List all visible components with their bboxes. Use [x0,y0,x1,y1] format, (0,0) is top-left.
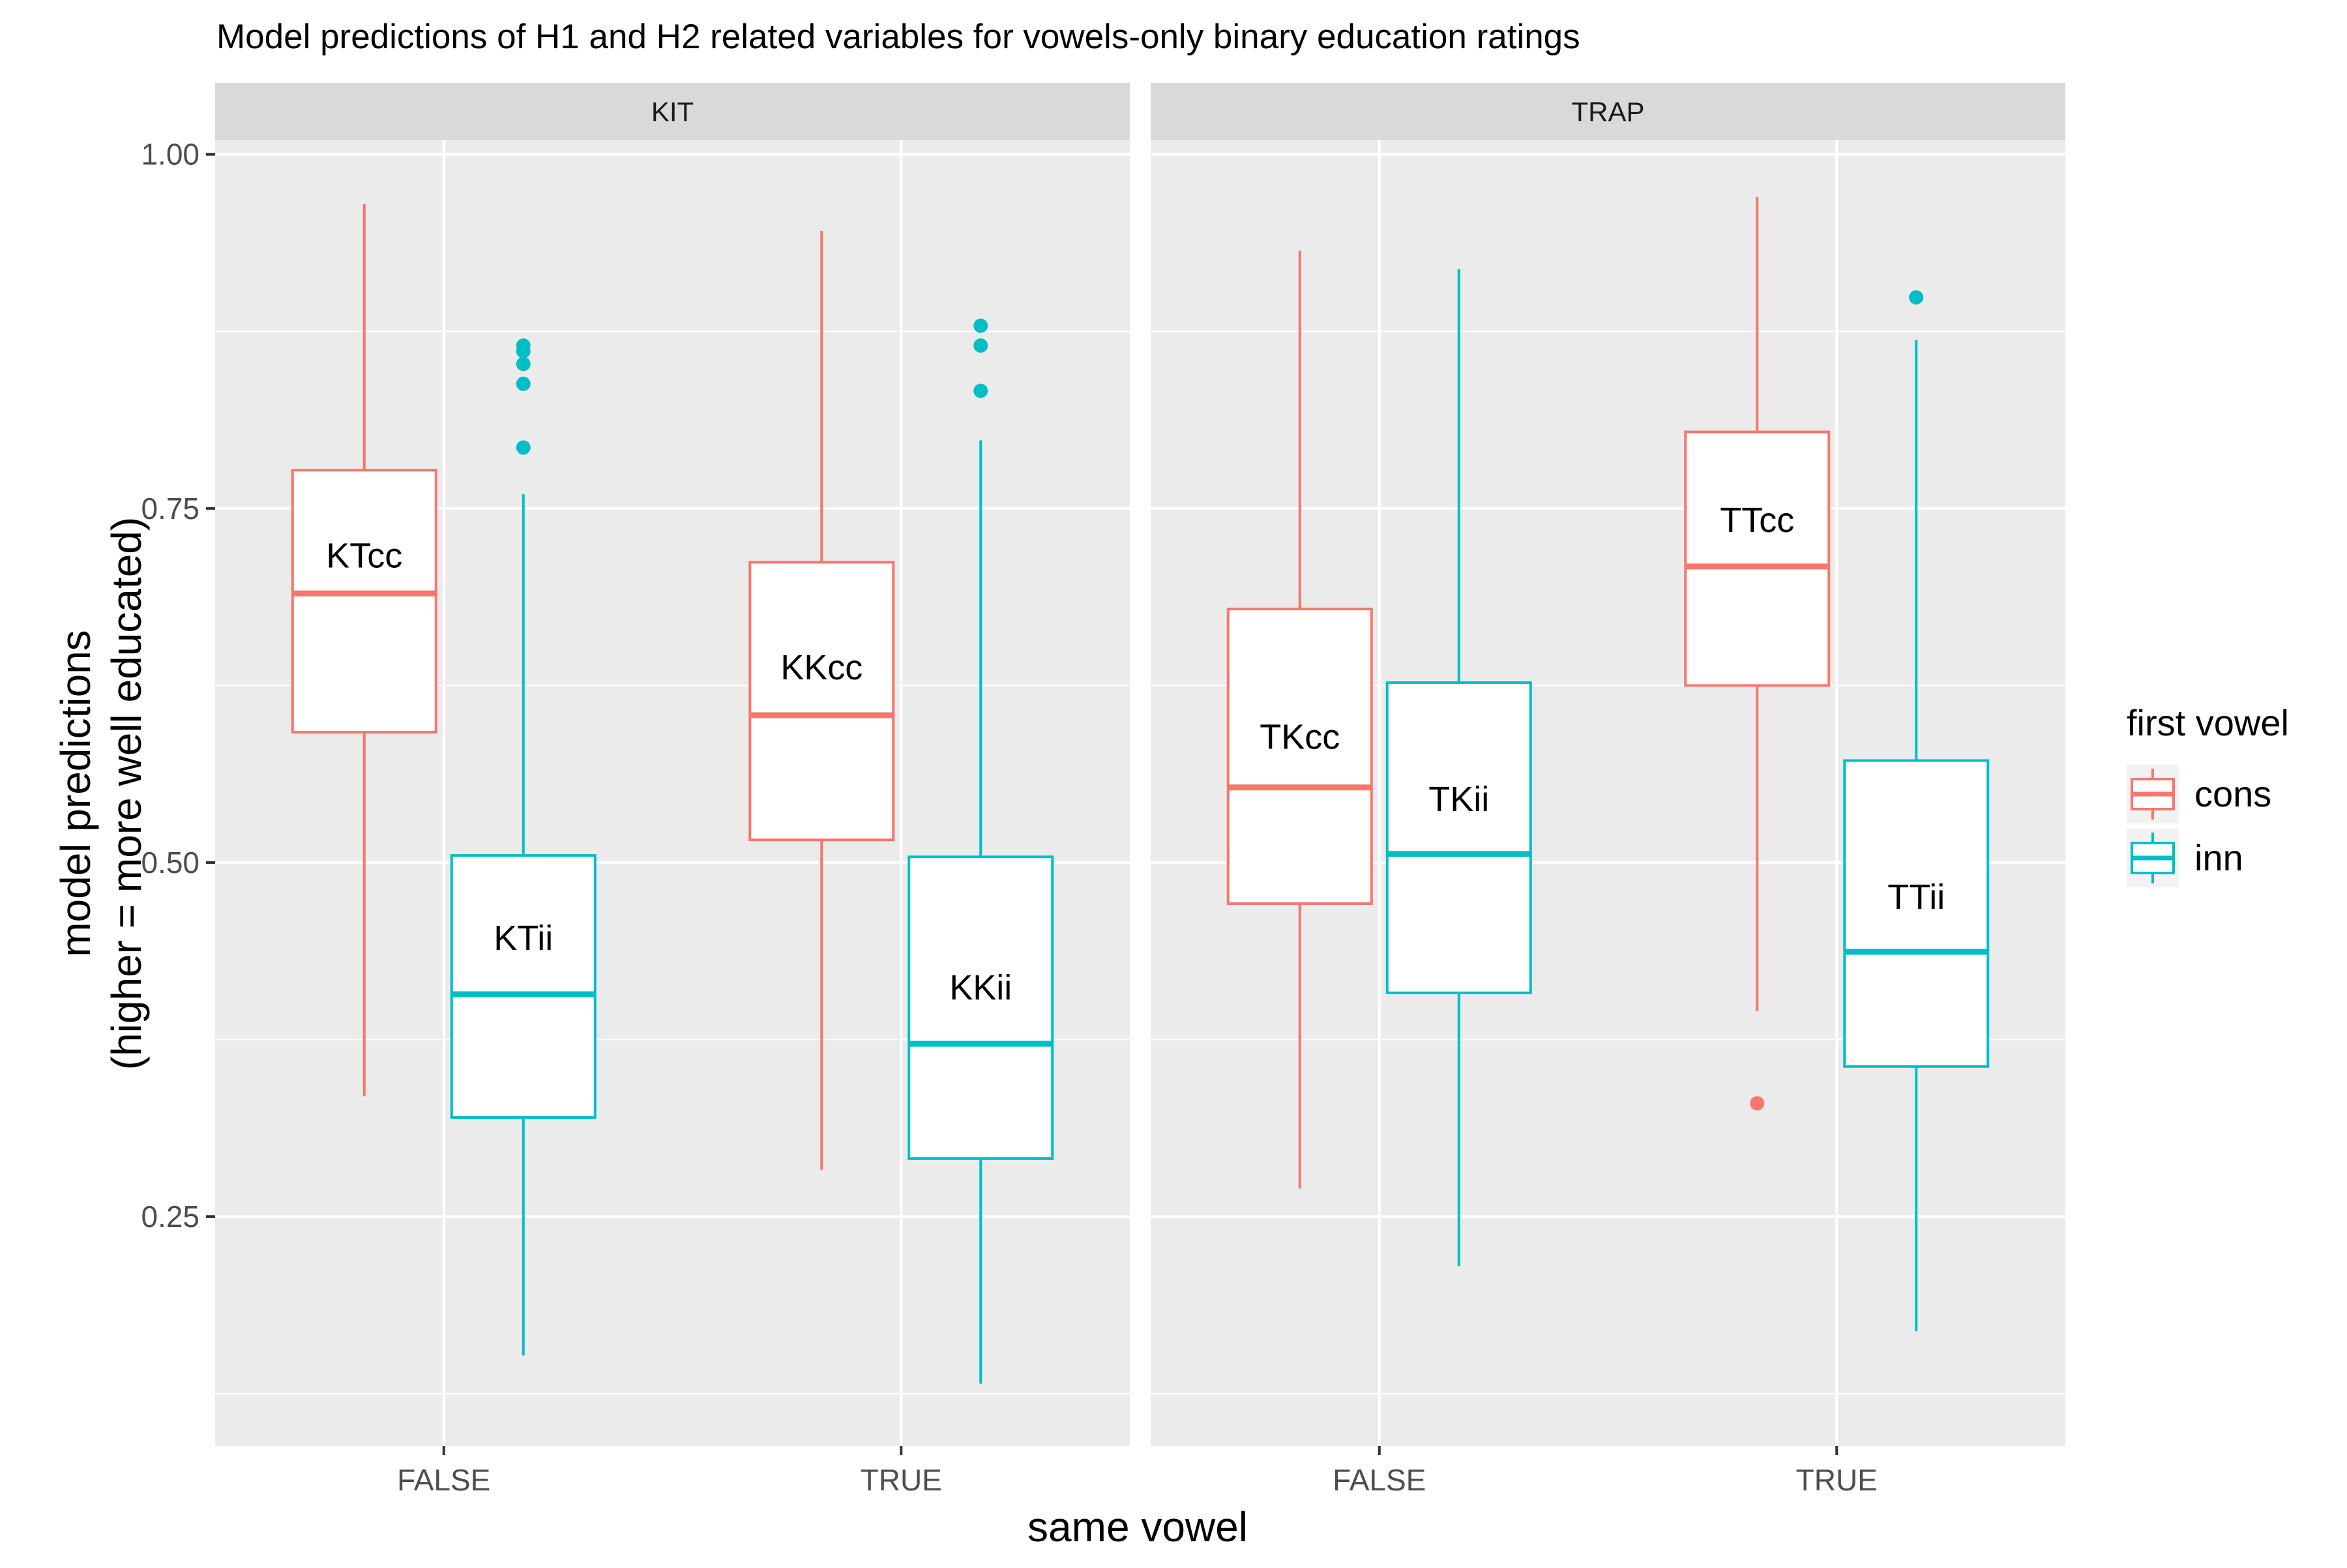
box-ttcc: TTcc [1684,196,1831,1111]
panels-layer: KIT FALSE TRUE KTcc KTii KKcc KKii TRAP FALSE TRU… [215,83,2065,1497]
outlier-point [516,357,531,372]
legend-key-cons: cons [2127,765,2271,823]
box-tkii: TKii [1385,269,1532,1267]
box-body [748,561,895,842]
box-body [1843,759,1990,1068]
box-body [908,855,1054,1160]
panel-strip-label: TRAP [1571,96,1644,127]
box-label: KTcc [326,537,402,576]
y-axis-title-line2: (higher = more well educated) [103,517,150,1070]
box-body [1226,608,1373,905]
panel-trap: TRAP FALSE TRUE TKcc TKii TTcc TTii [1151,83,2065,1497]
box-ktcc: KTcc [291,203,437,1097]
panel-background [215,140,1130,1446]
box-ttii: TTii [1843,290,1990,1332]
legend-title: first vowel [2127,702,2289,743]
outlier-point [973,318,988,333]
x-tick-label: FALSE [1333,1463,1426,1497]
x-tick-label: FALSE [397,1463,490,1497]
x-tick-label: TRUE [1796,1463,1878,1497]
box-label: TKii [1428,780,1489,819]
y-axis-title-line1: model predictions [52,630,99,957]
box-label: KKii [949,968,1012,1007]
outlier-point [1909,290,1924,305]
outlier-point [516,338,531,353]
outlier-point [516,376,531,391]
panel-strip [215,83,1130,140]
legend-label: inn [2194,837,2243,878]
panel-kit: KIT FALSE TRUE KTcc KTii KKcc KKii [215,83,1130,1497]
outlier-point [973,338,988,353]
box-tkcc: TKcc [1226,250,1373,1189]
box-body [1684,430,1831,687]
chart-title: Model predictions of H1 and H2 related v… [216,18,1580,56]
box-kkii: KKii [908,318,1054,1384]
box-body [291,469,437,734]
panel-strip [1151,83,2065,140]
box-ktii: KTii [450,338,597,1355]
box-label: KKcc [780,648,863,687]
box-label: TTii [1887,878,1945,917]
outlier-point [516,440,531,455]
legend-key-inn: inn [2127,829,2243,887]
outlier-point [973,383,988,398]
box-label: TTcc [1720,501,1794,540]
box-label: TKcc [1260,718,1340,757]
y-axis-title: model predictions (higher = more well ed… [52,517,150,1070]
x-axis-title: same vowel [1027,1503,1248,1550]
outlier-point [1750,1096,1765,1111]
box-kkcc: KKcc [748,231,895,1170]
x-tick-label: TRUE [861,1463,942,1497]
box-body [450,854,597,1119]
y-tick-label: 1.00 [141,138,199,171]
y-tick-label: 0.25 [141,1200,199,1234]
box-label: KTii [494,919,553,958]
legend-label: cons [2194,773,2271,814]
y-axis: 0.25 0.50 0.75 1.00 [141,138,215,1234]
box-body [1385,681,1532,994]
legend: first vowel cons inn [2127,702,2289,887]
y-tick-label: 0.75 [141,492,199,525]
y-tick-label: 0.50 [141,846,199,880]
panel-strip-label: KIT [651,96,694,127]
